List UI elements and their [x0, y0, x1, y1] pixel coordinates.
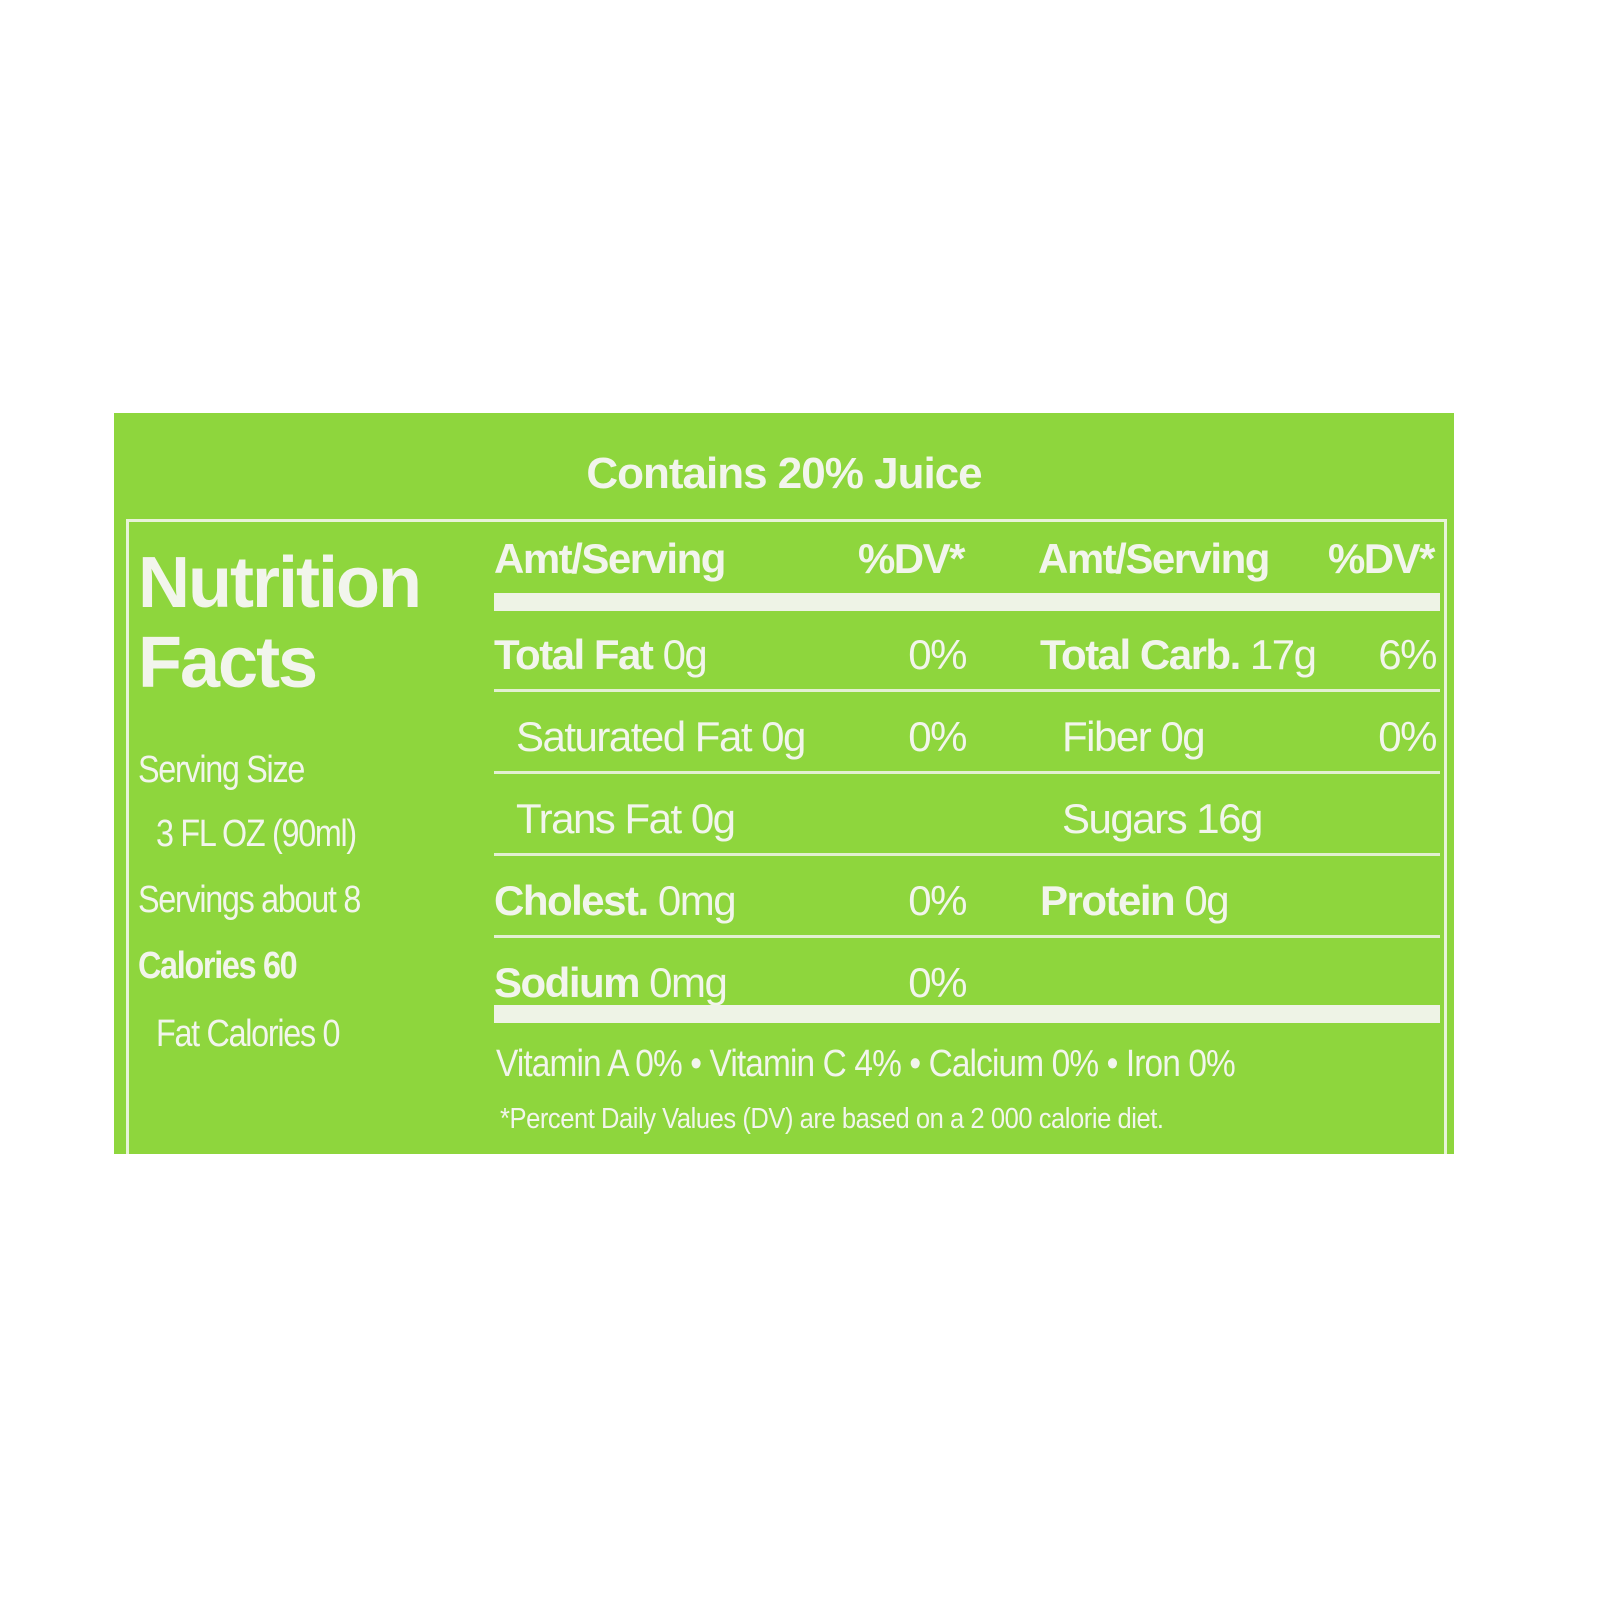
nutrient-right-0: Total Carb. 17g	[1040, 631, 1317, 679]
title-line-2: Facts	[138, 623, 318, 703]
nutrient-label: Protein	[1040, 877, 1176, 924]
row-divider	[494, 689, 1440, 692]
nutrient-label: Total Fat	[494, 631, 654, 678]
spacer	[648, 877, 658, 924]
nutrient-dv: 0%	[908, 713, 967, 760]
nutrient-left-0: Total Fat 0g	[494, 631, 708, 679]
row-divider	[494, 771, 1440, 774]
dv-header-left: %DV*	[857, 535, 966, 582]
servings-per-container: Servings about 8	[138, 879, 361, 921]
juice-banner: Contains 20% Juice	[586, 449, 982, 498]
spacer	[639, 959, 649, 1006]
nutrient-left-3: Cholest. 0mg	[494, 877, 737, 925]
nutrient-right-3: Protein 0g	[1040, 877, 1230, 925]
nutrient-right-1: Fiber 0g	[1062, 713, 1206, 761]
nutrient-label: Saturated Fat 0g	[516, 713, 806, 760]
thick-divider	[494, 1005, 1440, 1023]
spacer	[1240, 631, 1250, 678]
calories: Calories 60	[138, 945, 298, 987]
nutrient-left-1: Saturated Fat 0g	[516, 713, 806, 761]
row-divider	[494, 853, 1440, 856]
title-line-1: Nutrition	[138, 543, 422, 623]
vitamins-line: Vitamin A 0% • Vitamin C 4% • Calcium 0%…	[496, 1043, 1236, 1085]
spacer	[652, 631, 662, 678]
serving-size-label: Serving Size	[138, 749, 305, 791]
nutrient-label: Fiber 0g	[1062, 713, 1206, 760]
row-divider	[494, 935, 1440, 938]
nutrient-amount: 17g	[1249, 631, 1317, 678]
serving-size-value: 3 FL OZ (90ml)	[156, 813, 357, 855]
nutrient-amount: 0g	[662, 631, 708, 678]
nutrient-amount: 0g	[1184, 877, 1229, 924]
nutrient-dv: 6%	[1378, 631, 1437, 678]
nutrient-amount: 0mg	[657, 877, 737, 924]
nutrient-right-2: Sugars 16g	[1062, 795, 1263, 843]
nutrient-left-4: Sodium 0mg	[494, 959, 728, 1007]
nutrient-dv: 0%	[908, 631, 967, 678]
nutrient-dv: 0%	[908, 877, 967, 924]
nutrient-dv: 0%	[1378, 713, 1437, 760]
nutrient-label: Total Carb.	[1040, 631, 1241, 678]
label-frame	[126, 519, 1447, 1154]
amt-header-right: Amt/Serving	[1038, 535, 1270, 582]
nutrient-label: Trans Fat 0g	[516, 795, 736, 842]
spacer	[1174, 877, 1184, 924]
nutrient-left-2: Trans Fat 0g	[516, 795, 736, 843]
thick-divider	[494, 593, 1440, 611]
nutrient-amount: 0mg	[649, 959, 728, 1006]
amt-header-left: Amt/Serving	[494, 535, 726, 582]
footnote: *Percent Daily Values (DV) are based on …	[500, 1103, 1164, 1135]
nutrition-facts-title: Nutrition Facts	[138, 543, 422, 703]
nutrient-label: Cholest.	[494, 877, 649, 924]
fat-calories: Fat Calories 0	[156, 1013, 340, 1055]
nutrient-label: Sugars 16g	[1062, 795, 1263, 842]
nutrition-label: Contains 20% Juice Nutrition Facts Servi…	[114, 413, 1454, 1154]
nutrient-label: Sodium	[494, 959, 641, 1006]
nutrient-dv: 0%	[908, 959, 967, 1006]
dv-header-right: %DV*	[1327, 535, 1436, 582]
